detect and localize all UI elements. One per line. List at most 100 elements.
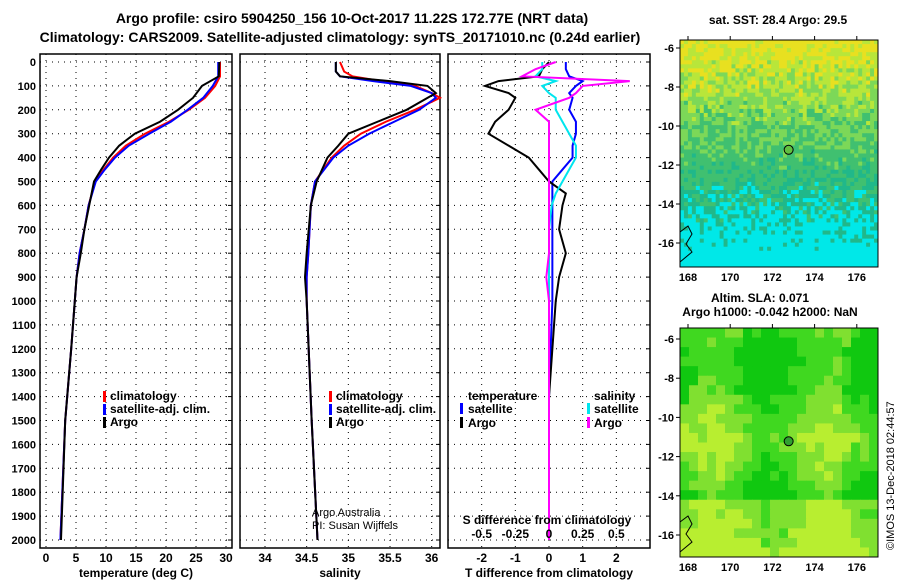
- map-cell: [755, 129, 760, 134]
- map-cell: [842, 84, 847, 90]
- map-cell: [699, 149, 705, 154]
- map-cell: [703, 145, 709, 150]
- map-cell: [786, 189, 792, 195]
- map-cell: [814, 104, 820, 110]
- map-cell: [752, 471, 762, 482]
- map-cell: [779, 423, 789, 434]
- map-cell: [846, 121, 851, 126]
- map-cell: [822, 177, 828, 183]
- map-cell: [788, 413, 798, 424]
- map-cell: [866, 258, 871, 264]
- map-cell: [794, 80, 800, 86]
- map-cell: [806, 157, 812, 163]
- map-cell: [687, 129, 693, 134]
- map-cell: [790, 202, 796, 207]
- map-cell: [830, 210, 835, 215]
- map-cell: [794, 250, 800, 256]
- map-cell: [680, 76, 685, 82]
- lat-tick-label: -14: [658, 491, 675, 503]
- map-cell: [680, 528, 690, 539]
- map-cell: [725, 366, 735, 377]
- map-cell: [755, 242, 760, 248]
- map-cell: [719, 218, 725, 223]
- map-cell: [739, 202, 744, 207]
- map-cell: [716, 499, 726, 510]
- map-cell: [687, 64, 693, 69]
- map-cell: [751, 202, 756, 207]
- map-cell: [842, 161, 847, 167]
- map-cell: [743, 198, 748, 203]
- map-cell: [846, 262, 851, 267]
- map-cell: [830, 153, 835, 159]
- map-cell: [797, 471, 807, 482]
- map-cell: [858, 258, 863, 264]
- map-cell: [806, 177, 812, 183]
- map-cell: [703, 60, 709, 65]
- map-cell: [687, 88, 693, 94]
- map-cell: [870, 145, 875, 150]
- map-cell: [755, 214, 760, 219]
- map-cell: [707, 161, 713, 167]
- map-cell: [752, 366, 762, 377]
- map-cell: [719, 214, 725, 219]
- map-cell: [723, 181, 729, 187]
- map-cell: [775, 169, 780, 175]
- map-cell: [846, 177, 851, 183]
- map-cell: [786, 242, 792, 248]
- map-cell: [850, 262, 855, 267]
- map-cell: [830, 137, 835, 142]
- map-cell: [759, 238, 764, 244]
- map-cell: [779, 238, 784, 244]
- map-cell: [834, 230, 839, 236]
- map-cell: [695, 206, 701, 211]
- map-cell: [715, 60, 721, 65]
- map-cell: [790, 238, 796, 244]
- map-cell: [691, 44, 697, 49]
- map-cell: [874, 129, 878, 134]
- map-cell: [834, 137, 839, 142]
- map-cell: [798, 44, 804, 49]
- map-cell: [802, 258, 808, 264]
- map-cell: [810, 60, 816, 65]
- map-cell: [739, 226, 744, 232]
- map-cell: [755, 121, 760, 126]
- map-cell: [751, 88, 756, 94]
- map-cell: [751, 169, 756, 175]
- map-cell: [727, 177, 732, 183]
- map-cell: [842, 518, 852, 529]
- sla-map: [680, 328, 878, 557]
- map-cell: [858, 254, 863, 260]
- map-cell: [874, 72, 878, 77]
- map-cell: [782, 133, 788, 138]
- map-cell: [687, 157, 693, 163]
- map-cell: [786, 230, 792, 236]
- map-cell: [788, 394, 798, 405]
- map-cell: [687, 84, 693, 90]
- map-cell: [743, 230, 748, 236]
- map-cell: [735, 165, 740, 171]
- map-cell: [870, 40, 875, 45]
- map-cell: [751, 72, 756, 77]
- map-cell: [870, 230, 875, 236]
- map-cell: [767, 137, 772, 142]
- map-cell: [788, 547, 798, 557]
- map-cell: [824, 328, 834, 339]
- map-cell: [862, 258, 867, 264]
- map-cell: [810, 234, 816, 240]
- map-cell: [743, 141, 748, 146]
- map-cell: [846, 258, 851, 264]
- map-cell: [739, 242, 744, 248]
- map-cell: [731, 60, 736, 65]
- map-cell: [727, 157, 732, 163]
- map-cell: [711, 189, 717, 195]
- map-cell: [763, 137, 768, 142]
- map-cell: [790, 141, 796, 146]
- map-cell: [707, 230, 713, 236]
- map-cell: [790, 68, 796, 73]
- map-cell: [699, 161, 705, 167]
- map-cell: [814, 141, 820, 146]
- map-cell: [735, 129, 740, 134]
- map-cell: [727, 112, 732, 118]
- x-tick-label: 30: [219, 551, 233, 565]
- map-cell: [747, 194, 752, 199]
